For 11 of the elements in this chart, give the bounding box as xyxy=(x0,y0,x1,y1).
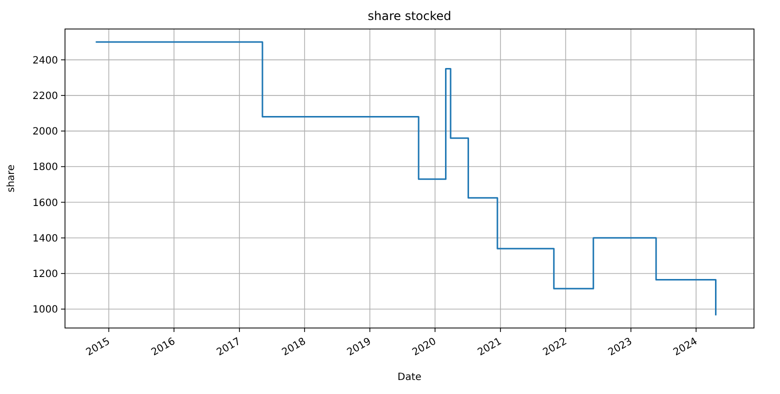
chart-title: share stocked xyxy=(368,9,452,23)
y-tick-label: 2200 xyxy=(32,90,58,102)
y-tick-label: 1200 xyxy=(32,269,58,280)
y-tick-label: 1600 xyxy=(32,198,58,209)
y-tick-label: 2400 xyxy=(32,55,58,66)
y-tick-label: 1400 xyxy=(32,233,58,244)
x-axis-title: Date xyxy=(398,372,422,383)
y-tick-label: 2000 xyxy=(32,126,58,138)
y-tick-label: 1000 xyxy=(32,304,58,316)
y-axis-title: share xyxy=(6,164,17,192)
y-tick-label: 1800 xyxy=(32,162,58,174)
